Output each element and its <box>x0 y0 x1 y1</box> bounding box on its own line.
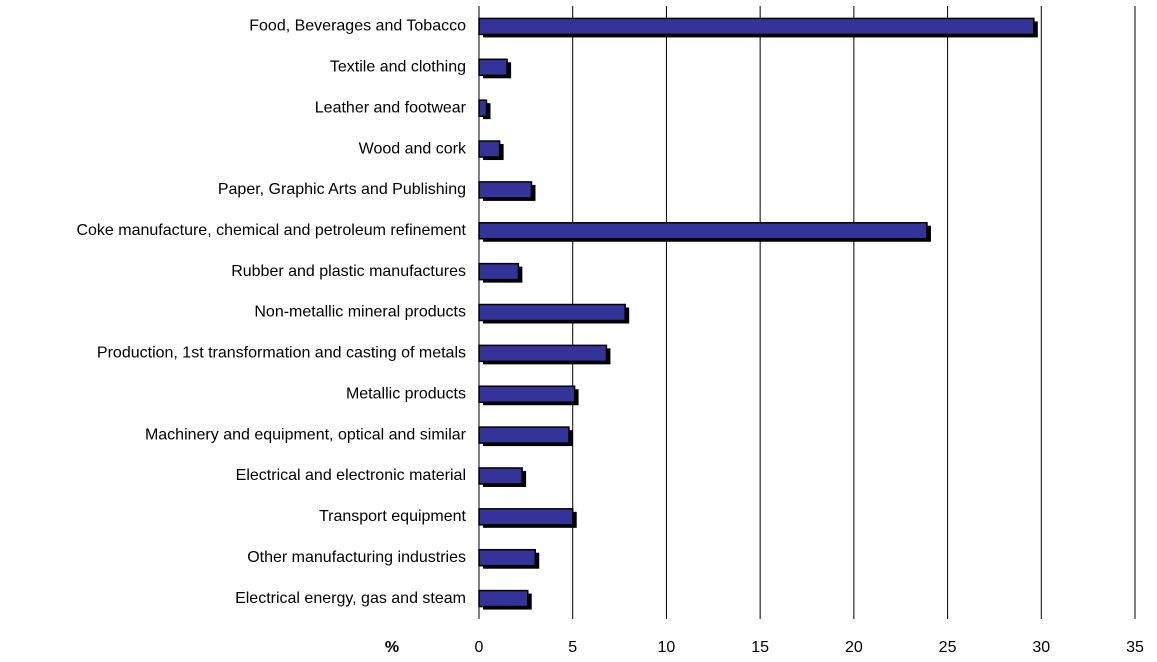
y-tick-label: Metallic products <box>346 385 466 402</box>
x-tick-label: 10 <box>658 639 676 656</box>
bar <box>478 99 488 117</box>
y-tick-label: Transport equipment <box>319 508 467 525</box>
bar <box>478 58 508 77</box>
y-tick-label: Textile and clothing <box>330 59 466 76</box>
x-tick-label: 25 <box>939 639 957 656</box>
bar <box>478 344 608 363</box>
bar <box>478 385 576 403</box>
bar <box>478 467 523 485</box>
bar <box>478 426 570 444</box>
y-tick-label: Paper, Graphic Arts and Publishing <box>218 181 466 198</box>
bar <box>478 17 1035 36</box>
y-tick-label: Food, Beverages and Tobacco <box>249 18 466 35</box>
y-tick-label: Other manufacturing industries <box>247 549 466 566</box>
y-tick-label: Non-metallic mineral products <box>254 304 466 321</box>
x-axis-label: % <box>385 639 399 656</box>
y-tick-label: Rubber and plastic manufactures <box>231 263 466 280</box>
bar <box>478 181 533 199</box>
y-tick-label: Machinery and equipment, optical and sim… <box>145 426 467 443</box>
y-tick-label: Electrical energy, gas and steam <box>235 590 466 607</box>
y-tick-label: Wood and cork <box>359 140 467 157</box>
y-tick-label: Leather and footwear <box>315 99 467 116</box>
bar <box>478 589 529 608</box>
x-tick-label: 30 <box>1032 639 1050 656</box>
y-tick-label: Coke manufacture, chemical and petroleum… <box>76 222 466 239</box>
x-tick-label: 35 <box>1126 639 1144 656</box>
x-tick-label: 0 <box>475 639 484 656</box>
bar <box>478 140 501 158</box>
x-tick-label: 15 <box>751 639 769 656</box>
y-tick-label: Production, 1st transformation and casti… <box>97 345 466 362</box>
bar <box>478 222 928 240</box>
bar <box>478 262 520 281</box>
bar <box>478 548 536 567</box>
bar <box>478 508 574 526</box>
x-tick-label: 20 <box>845 639 863 656</box>
bar <box>478 303 626 322</box>
y-tick-label: Electrical and electronic material <box>236 467 466 484</box>
x-tick-label: 5 <box>568 639 577 656</box>
